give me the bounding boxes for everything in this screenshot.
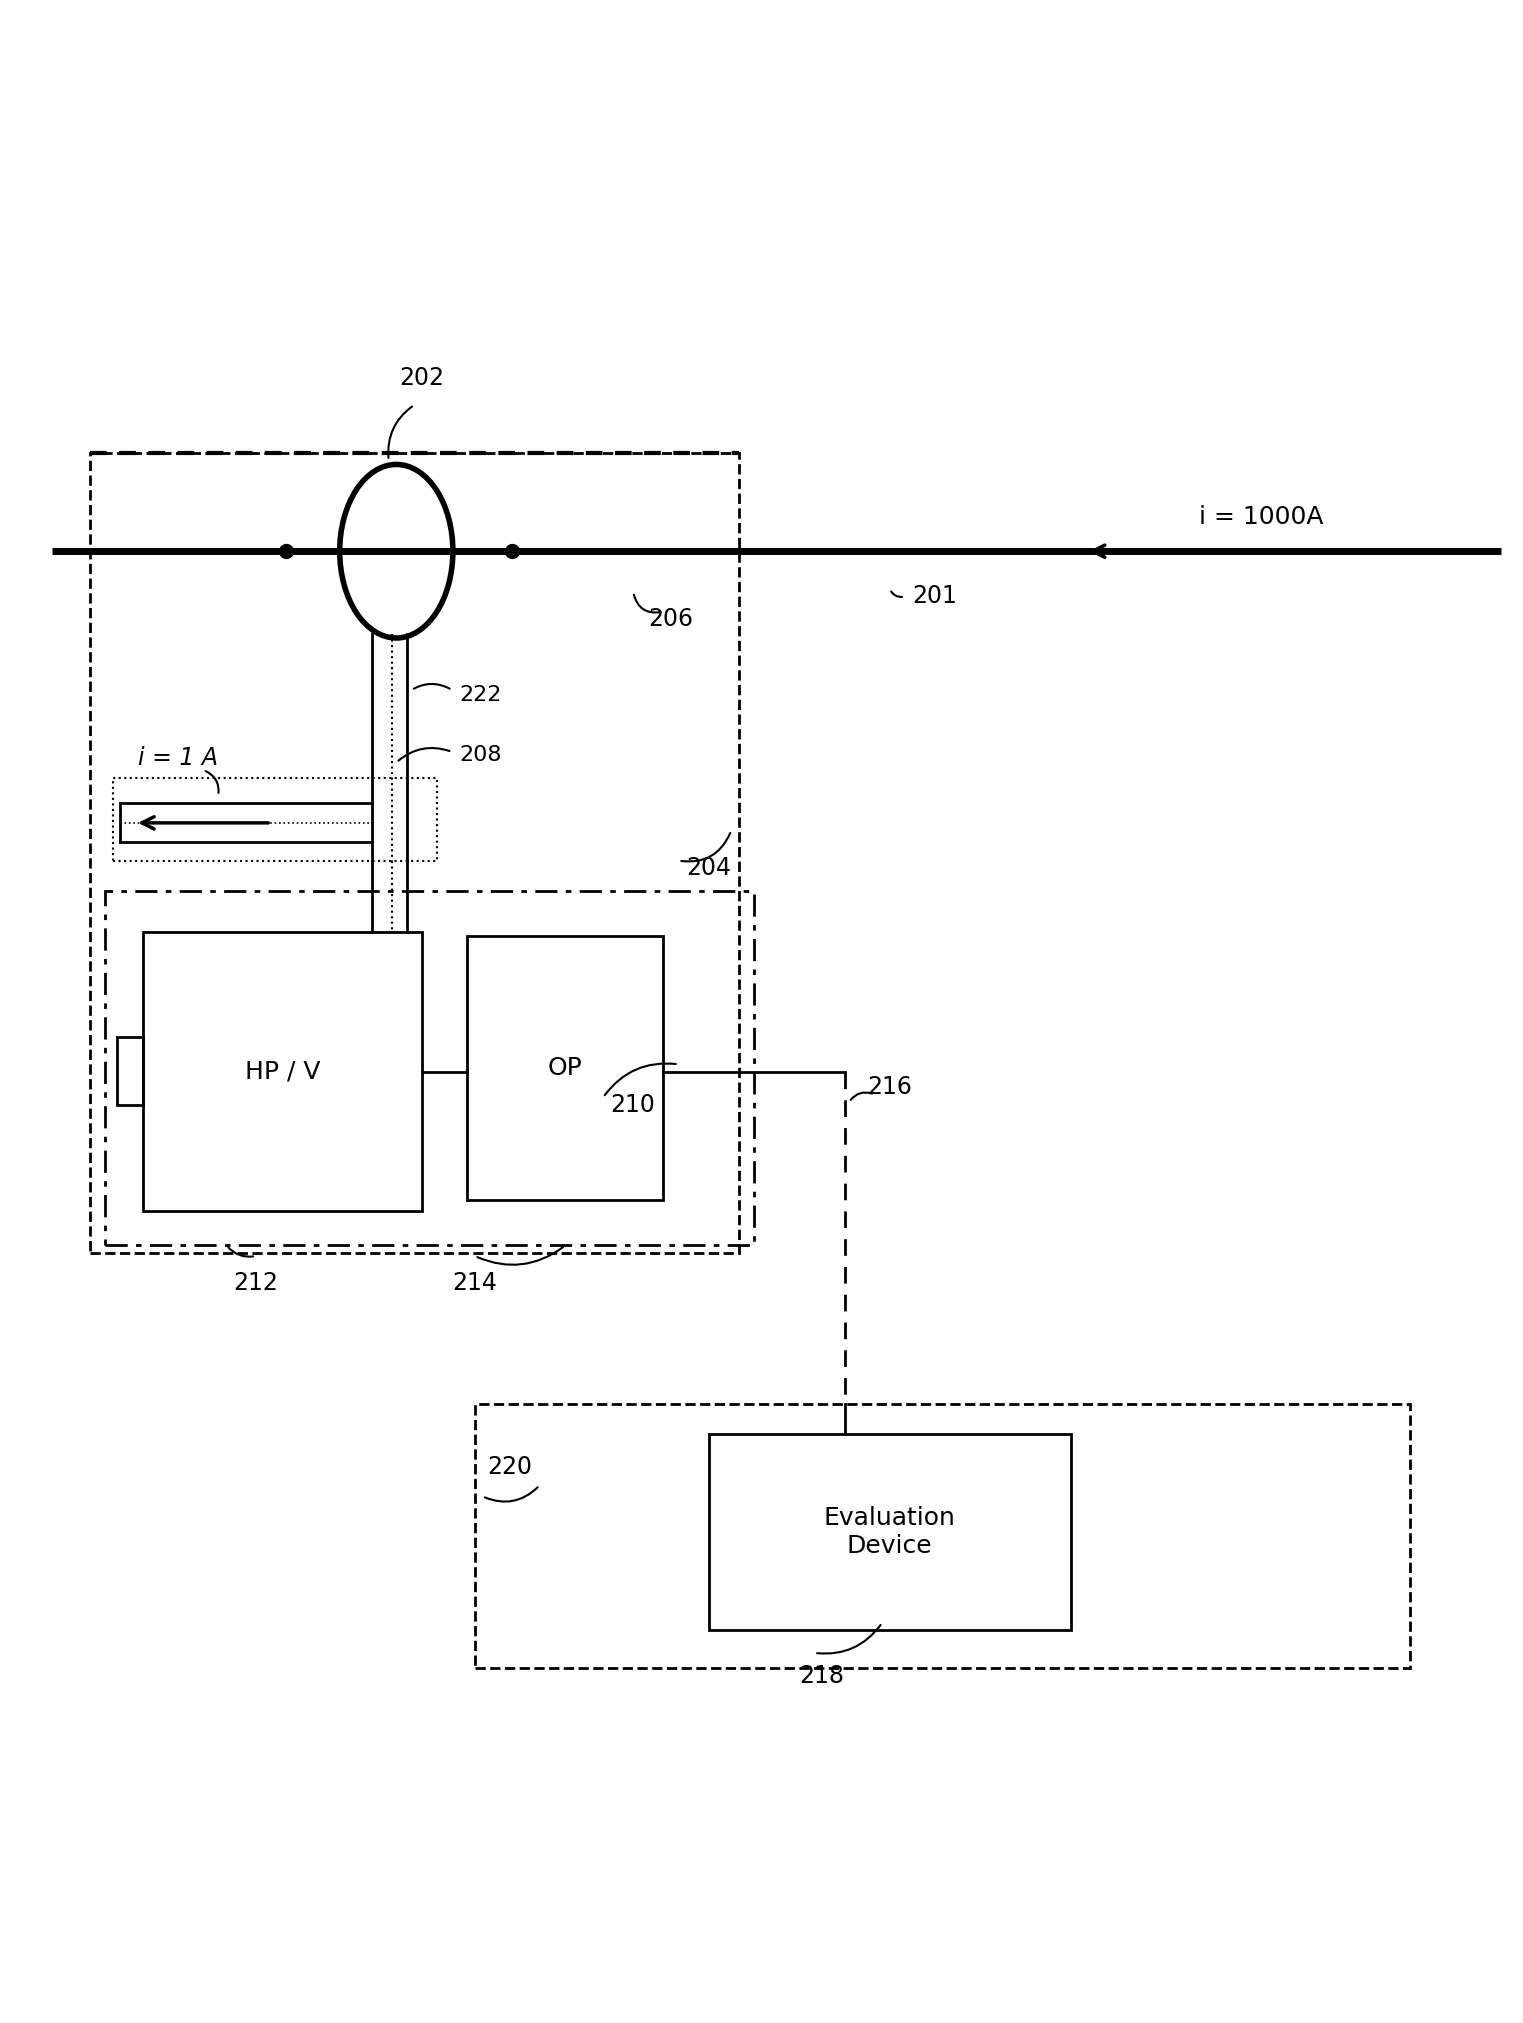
- Text: 222: 222: [460, 684, 503, 704]
- Text: 216: 216: [867, 1074, 912, 1098]
- Text: 212: 212: [233, 1270, 279, 1295]
- Text: Evaluation
Device: Evaluation Device: [824, 1507, 956, 1558]
- Text: 201: 201: [912, 585, 958, 609]
- Text: i = 1000A: i = 1000A: [1199, 504, 1323, 528]
- Text: 202: 202: [399, 366, 445, 390]
- Text: 218: 218: [800, 1663, 844, 1687]
- Text: HP / V: HP / V: [245, 1060, 320, 1082]
- Text: 208: 208: [460, 744, 503, 765]
- Text: 210: 210: [611, 1092, 655, 1117]
- Text: 214: 214: [452, 1270, 496, 1295]
- Text: i = 1 A: i = 1 A: [139, 746, 218, 771]
- Text: 220: 220: [487, 1455, 532, 1479]
- Text: 204: 204: [685, 856, 731, 880]
- Text: 206: 206: [649, 607, 693, 631]
- Text: OP: OP: [548, 1056, 583, 1080]
